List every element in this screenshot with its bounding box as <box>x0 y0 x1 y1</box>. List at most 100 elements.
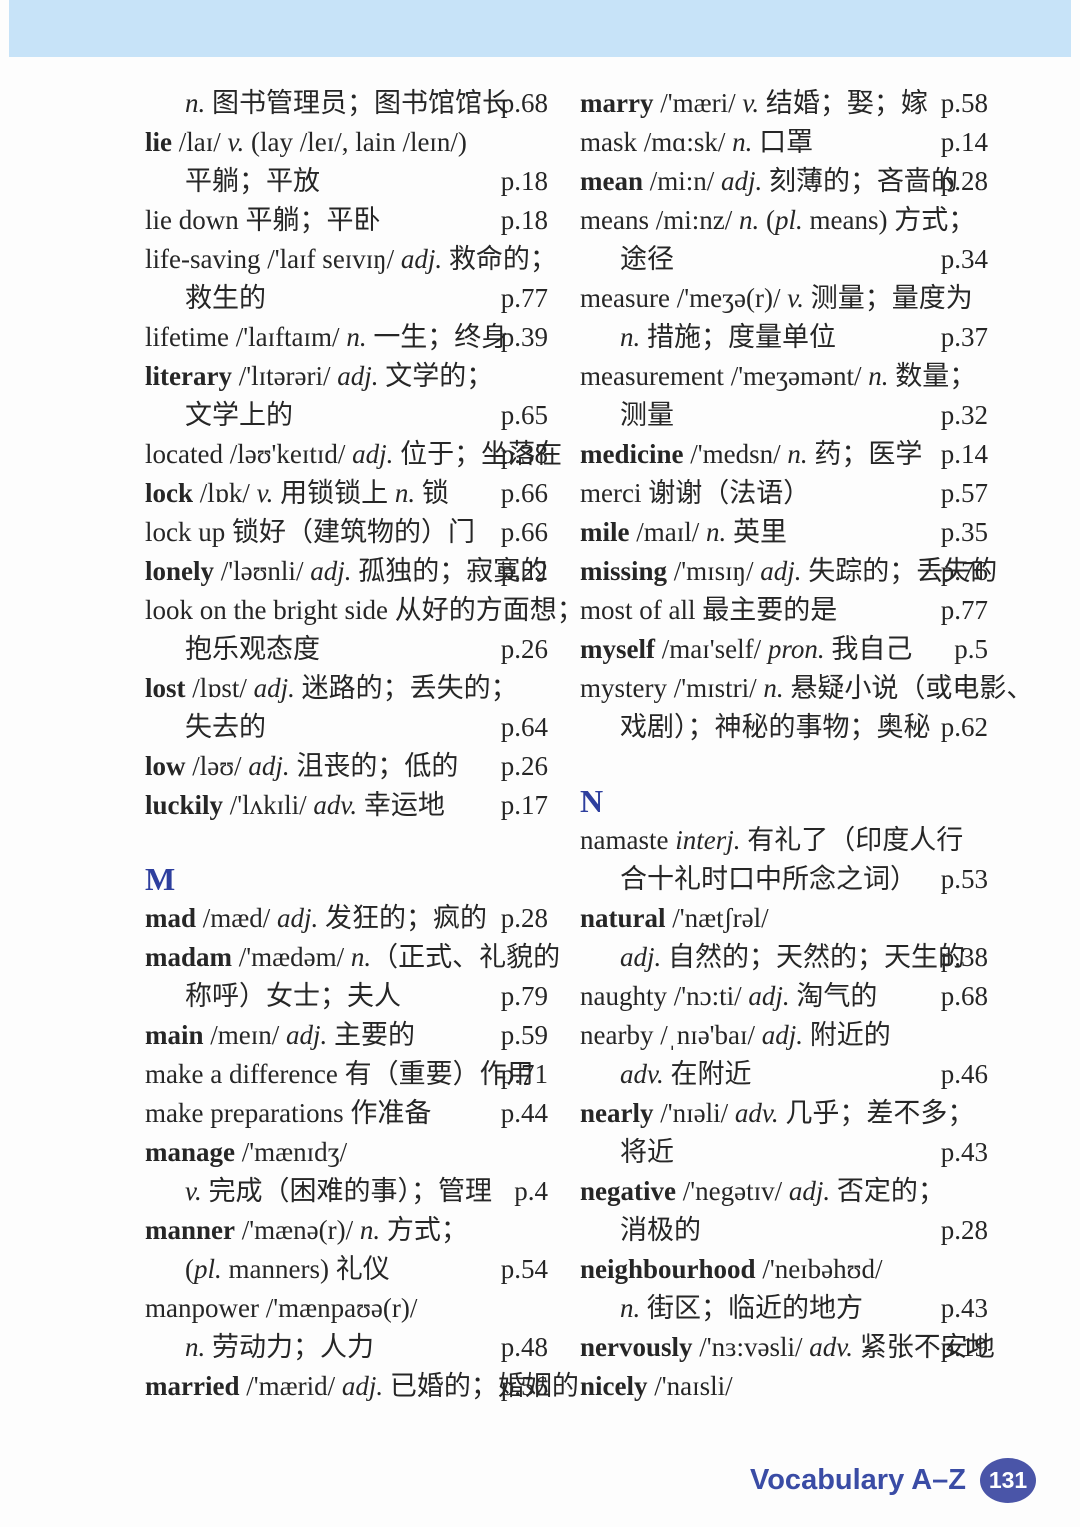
vocab-entry-line: 文学上的 p.65 <box>145 396 548 435</box>
part-of-speech: adj. <box>286 1020 328 1050</box>
vocab-entry-line: literary /'lɪtərəri/ adj. 文学的； <box>145 357 548 396</box>
entry-text: 文学上的 <box>145 396 293 435</box>
page-reference: p.38 <box>940 942 988 972</box>
entry-text-segment: 主要的 <box>327 1020 416 1050</box>
entry-word: mile <box>580 517 630 547</box>
entry-text: nervously /'nɜ:vəsli/ adv. 紧张不安地 <box>580 1332 995 1362</box>
page-reference: p.76 <box>940 556 988 586</box>
part-of-speech: adj. <box>788 1176 831 1206</box>
page-reference: p.68 <box>940 981 988 1011</box>
page-reference: p.65 <box>500 400 548 430</box>
vocab-entry-line: neighbourhood /'neɪbəhʊd/ <box>580 1250 988 1289</box>
entry-word: mean <box>580 166 643 196</box>
page-reference: p.64 <box>500 712 548 742</box>
page-reference: p.68 <box>500 88 548 118</box>
vocab-entry-line: (pl. manners) 礼仪 p.54 <box>145 1250 548 1289</box>
entry-text: namaste interj. 有礼了（印度人行 <box>580 825 963 855</box>
entry-text: negative /'negətɪv/ adj. 否定的； <box>580 1176 945 1206</box>
vocab-entry-line: lie /laɪ/ v. (lay /leɪ/, lain /leɪn/) <box>145 123 548 162</box>
part-of-speech: adj. <box>337 361 379 391</box>
entry-text-segment: 一生；终身 <box>366 322 509 352</box>
entry-text-segment: nearby /ˌnɪə'baɪ/ <box>580 1020 762 1050</box>
vocab-entry-line: 途径 p.34 <box>580 240 988 279</box>
part-of-speech: n. <box>394 478 416 508</box>
entry-text: natural /'nætʃrəl/ <box>580 903 769 933</box>
vocab-entry-line: 平躺；平放 p.18 <box>145 162 548 201</box>
entry-text-segment: measure /'meʒə(r)/ <box>580 283 788 313</box>
part-of-speech: adj. <box>248 751 290 781</box>
entry-text-segment: 已婚的；婚姻的 <box>383 1371 579 1401</box>
page-reference: p.79 <box>500 981 548 1011</box>
entry-text-segment: 悬疑小说（或电影、 <box>783 673 1034 703</box>
entry-word: lie <box>145 127 172 157</box>
part-of-speech: adj. <box>760 556 802 586</box>
entry-text-segment: located /ləʊ'keɪtɪd/ <box>145 439 353 469</box>
entry-word: missing <box>580 556 668 586</box>
part-of-speech: pron. <box>767 634 825 664</box>
entry-text-segment: /mi:n/ <box>643 166 722 196</box>
entry-text-segment: /ləʊ/ <box>185 751 249 781</box>
entry-text-segment: 测量 <box>620 400 674 430</box>
page-reference: p.43 <box>940 1137 988 1167</box>
entry-text-segment: （正式、礼貌的 <box>371 942 561 972</box>
vocab-entry-line: 救生的 p.77 <box>145 279 548 318</box>
entry-text: marry /'mæri/ v. 结婚；娶；嫁 <box>580 88 928 118</box>
vocab-entry-line: luckily /'lʌkɪli/ adv. 幸运地 p.17 <box>145 786 548 825</box>
page-reference: p.53 <box>940 864 988 894</box>
vocab-entry-line: main /meɪn/ adj. 主要的 p.59 <box>145 1016 548 1055</box>
entry-text-segment: /'medsn/ <box>683 439 788 469</box>
part-of-speech: pl. <box>774 205 803 235</box>
entry-text: mile /maɪl/ n. 英里 <box>580 517 787 547</box>
entry-text: low /ləʊ/ adj. 沮丧的；低的 <box>145 751 458 781</box>
entry-text: make a difference 有（重要）作用 <box>145 1059 534 1089</box>
entry-text: manage /'mænɪdʒ/ <box>145 1137 347 1167</box>
entry-text-segment: /'negətɪv/ <box>675 1176 789 1206</box>
entry-text-segment: 合十礼时口中所念之词） <box>620 864 917 894</box>
vocab-entry-line: n. 街区；临近的地方 p.43 <box>580 1289 988 1328</box>
entry-text-segment: /laɪ/ <box>172 127 228 157</box>
entry-text-segment: manners) 礼仪 <box>221 1254 390 1284</box>
page-reference: p.54 <box>500 1254 548 1284</box>
entry-word: manner <box>145 1215 235 1245</box>
entry-word: lock <box>145 478 194 508</box>
entry-text-segment: lie down 平躺；平卧 <box>145 205 381 235</box>
vocab-entry-line: negative /'negətɪv/ adj. 否定的； <box>580 1172 988 1211</box>
part-of-speech: adj. <box>341 1371 384 1401</box>
entry-text-segment: namaste <box>580 825 676 855</box>
entry-text-segment: 将近 <box>620 1137 674 1167</box>
page-reference: p.26 <box>500 634 548 664</box>
vocab-entry-line: look on the bright side 从好的方面想； <box>145 591 584 630</box>
entry-word: neighbourhood <box>580 1254 756 1284</box>
entry-text: lock /lɒk/ v. 用锁锁上 n. 锁 <box>145 478 449 508</box>
part-of-speech: adj. <box>253 673 295 703</box>
entry-text-segment: life-saving /'laɪf seɪvɪŋ/ <box>145 244 401 274</box>
entry-text: nearby /ˌnɪə'baɪ/ adj. 附近的 <box>580 1020 891 1050</box>
vocab-entry-line: v. 完成（困难的事）；管理 p.4 <box>145 1172 548 1211</box>
entry-word: nearly <box>580 1098 654 1128</box>
entry-text-segment: /mæd/ <box>196 903 278 933</box>
entry-text: measurement /'meʒəmənt/ n. 数量； <box>580 361 976 391</box>
entry-text: manner /'mænə(r)/ n. 方式； <box>145 1215 468 1245</box>
entry-text-segment: /'mænɪdʒ/ <box>235 1137 348 1167</box>
entry-text-segment: /maɪ'self/ <box>654 634 768 664</box>
vocab-entry-line: namaste interj. 有礼了（印度人行 <box>580 821 988 860</box>
entry-text-segment: /lɒk/ <box>193 478 257 508</box>
entry-text-segment: means /mi:nz/ <box>580 205 739 235</box>
entry-text: mad /mæd/ adj. 发狂的；疯的 <box>145 903 487 933</box>
entry-text: lost /lɒst/ adj. 迷路的；丢失的； <box>145 673 518 703</box>
part-of-speech: adj. <box>748 981 790 1011</box>
entry-word: mad <box>145 903 197 933</box>
entry-text-segment: 测量；量度为 <box>803 283 973 313</box>
page-reference: p.38 <box>500 439 548 469</box>
vocab-entry-line: make preparations 作准备 p.44 <box>145 1094 548 1133</box>
entry-text-segment: 劳动力；人力 <box>205 1332 374 1362</box>
page-reference: p.28 <box>940 1215 988 1245</box>
part-of-speech: n. <box>763 673 784 703</box>
entry-text: adv. 在附近 <box>580 1055 751 1094</box>
entry-text: married /'mærid/ adj. 已婚的；婚姻的 <box>145 1371 579 1401</box>
vocab-entry-line: missing /'mɪsɪŋ/ adj. 失踪的；丢失的 p.76 <box>580 552 997 591</box>
part-of-speech: n. <box>620 322 641 352</box>
vocab-entry-line: manpower /'mænpaʊə(r)/ <box>145 1289 548 1328</box>
entry-word: manage <box>145 1137 235 1167</box>
